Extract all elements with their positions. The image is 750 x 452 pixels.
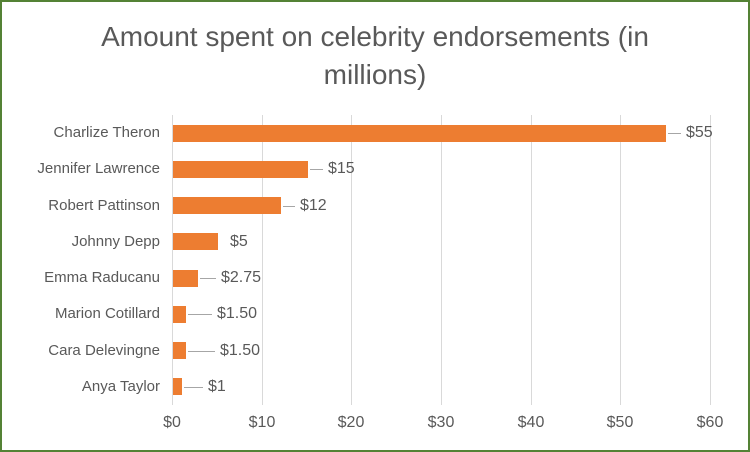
x-tick-label: $40 xyxy=(517,414,545,431)
data-label: $5 xyxy=(230,233,248,250)
data-label: $12 xyxy=(300,197,327,214)
leader-line xyxy=(283,206,295,207)
x-tick-label: $10 xyxy=(248,414,276,431)
bar[interactable] xyxy=(173,342,186,359)
bar[interactable] xyxy=(173,306,186,323)
data-label: $15 xyxy=(328,160,355,177)
category-label: Cara Delevingne xyxy=(48,342,160,359)
bar[interactable] xyxy=(173,378,182,395)
x-tick-label: $20 xyxy=(337,414,365,431)
x-tick-label: $30 xyxy=(427,414,455,431)
leader-line xyxy=(188,314,212,315)
category-label: Marion Cotillard xyxy=(54,305,160,322)
x-tick-label: $0 xyxy=(163,414,181,431)
y-axis-line xyxy=(172,115,173,405)
bar[interactable] xyxy=(173,233,218,250)
category-label: Robert Pattinson xyxy=(48,197,160,214)
gridline xyxy=(710,115,711,405)
gridline xyxy=(351,115,352,405)
chart-title-line-2: millions) xyxy=(323,59,427,90)
bar[interactable] xyxy=(173,125,666,142)
data-label: $1.50 xyxy=(217,305,258,322)
category-label: Emma Raducanu xyxy=(44,269,160,286)
bar[interactable] xyxy=(173,161,308,178)
chart-title: Amount spent on celebrity endorsements (… xyxy=(2,18,748,94)
leader-line xyxy=(200,278,216,279)
gridline xyxy=(531,115,532,405)
leader-line xyxy=(310,169,323,170)
category-label: Johnny Depp xyxy=(71,233,160,250)
chart-title-line-1: Amount spent on celebrity endorsements (… xyxy=(101,21,649,52)
x-tick-label: $50 xyxy=(606,414,634,431)
x-tick-label: $60 xyxy=(696,414,724,431)
data-label: $1.50 xyxy=(220,342,261,359)
gridline xyxy=(262,115,263,405)
data-label: $2.75 xyxy=(221,269,262,286)
leader-line xyxy=(188,351,215,352)
category-label: Charlize Theron xyxy=(53,124,160,141)
bar[interactable] xyxy=(173,197,281,214)
data-label: $1 xyxy=(208,378,226,395)
bar[interactable] xyxy=(173,270,198,287)
data-label: $55 xyxy=(686,124,713,141)
gridline xyxy=(441,115,442,405)
category-label: Jennifer Lawrence xyxy=(37,160,160,177)
category-label: Anya Taylor xyxy=(81,378,160,395)
leader-line xyxy=(668,133,681,134)
gridline xyxy=(620,115,621,405)
leader-line xyxy=(184,387,203,388)
